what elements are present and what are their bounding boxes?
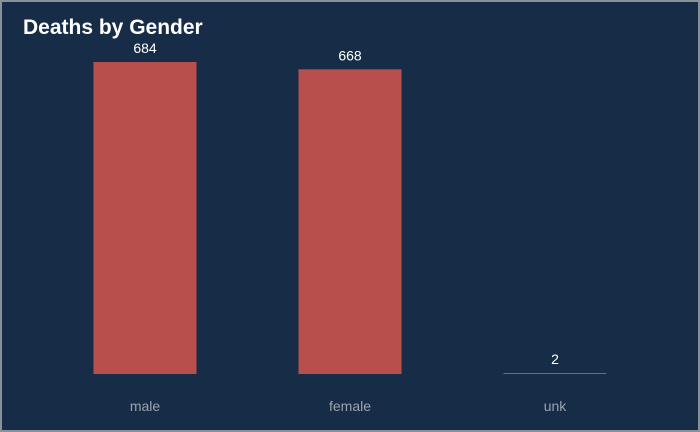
category-label-female: female — [329, 398, 371, 414]
value-label-male: 684 — [133, 40, 157, 56]
bar-male[interactable] — [93, 62, 197, 374]
value-label-female: 668 — [338, 47, 362, 63]
bar-unk[interactable] — [503, 373, 607, 374]
value-label-unk: 2 — [551, 351, 559, 367]
category-label-unk: unk — [544, 398, 568, 414]
category-label-male: male — [130, 398, 161, 414]
chart-title: Deaths by Gender — [23, 16, 203, 39]
bar-female[interactable] — [298, 69, 402, 374]
